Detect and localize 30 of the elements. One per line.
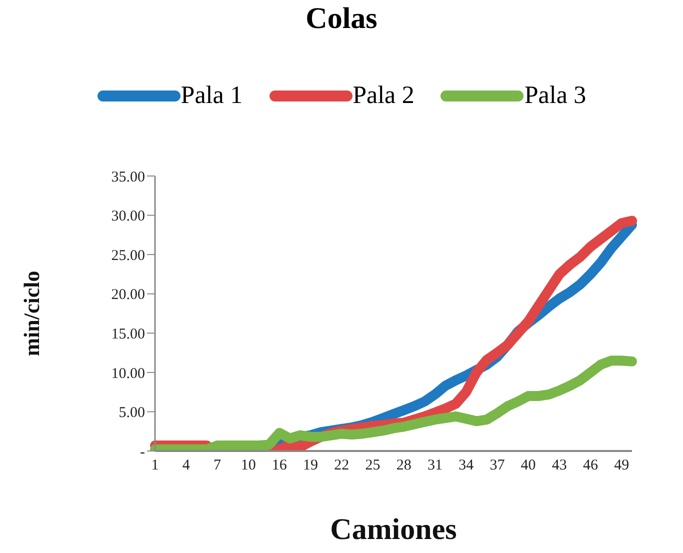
x-tick-label: 40 <box>520 458 536 474</box>
x-tick-label: 37 <box>490 458 506 474</box>
x-tick-label: 43 <box>552 458 567 474</box>
y-axis-title: min/ciclo <box>18 270 44 356</box>
y-tick-label: 5.00 <box>118 405 145 422</box>
y-tick-label: 20.00 <box>111 287 145 304</box>
x-tick-label: 16 <box>272 458 288 474</box>
x-axis-title: Camiones <box>330 513 457 546</box>
y-tick-label: 15.00 <box>111 326 145 342</box>
y-tick-label: - <box>140 444 145 460</box>
x-tick-label: 22 <box>334 458 350 474</box>
y-tick-label: 25.00 <box>111 248 145 264</box>
x-tick-label: 28 <box>396 458 412 474</box>
x-tick-label: 46 <box>583 458 599 474</box>
legend-label: Pala 1 <box>180 82 243 110</box>
y-tick-label: 35.00 <box>111 169 145 186</box>
x-tick-label: 1 <box>151 458 159 474</box>
x-tick-label: 4 <box>182 458 190 474</box>
x-tick-label: 31 <box>427 458 442 474</box>
x-tick-label: 7 <box>213 458 222 474</box>
y-tick-label: 30.00 <box>111 208 145 225</box>
x-tick-label: 19 <box>303 458 318 474</box>
chart-title: Colas <box>304 2 378 36</box>
x-tick-label: 34 <box>458 458 474 474</box>
x-tick-label: 10 <box>240 458 256 474</box>
legend-label: Pala 2 <box>352 82 414 110</box>
x-tick-label: 49 <box>614 458 630 474</box>
legend-label: Pala 3 <box>524 82 586 110</box>
y-tick-label: 10.00 <box>111 366 145 382</box>
x-tick-label: 25 <box>365 458 380 474</box>
